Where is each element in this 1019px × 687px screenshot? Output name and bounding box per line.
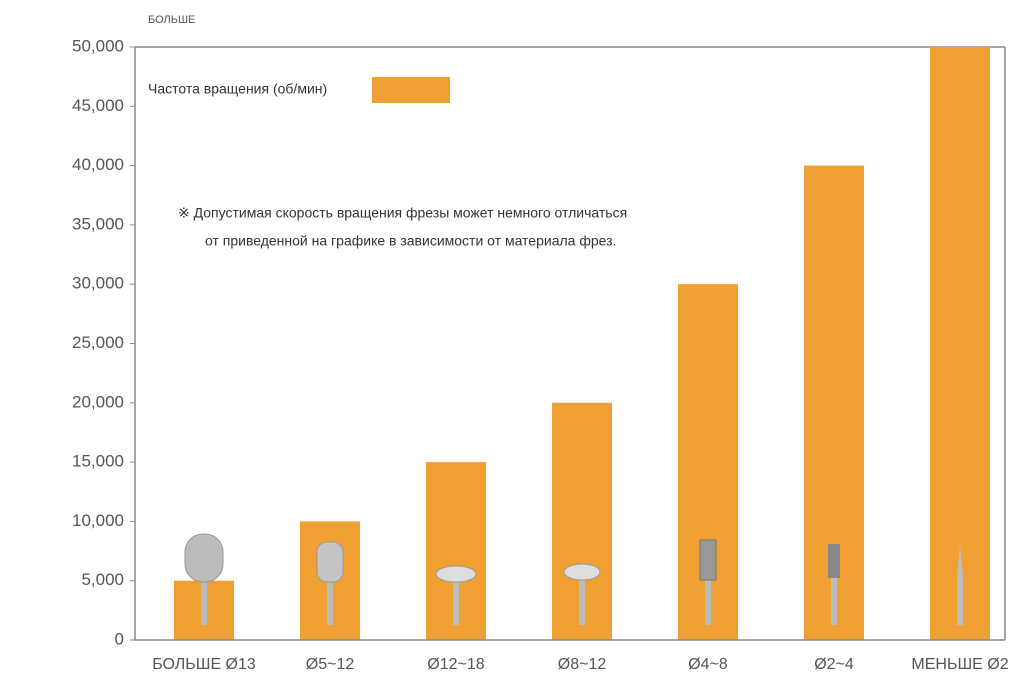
y-tick-label: 30,000 bbox=[72, 274, 124, 293]
y-axis-label: БОЛЬШЕ bbox=[148, 14, 195, 26]
legend-label: Частота вращения (об/мин) bbox=[148, 81, 327, 97]
y-tick-label: 40,000 bbox=[72, 155, 124, 174]
y-tick-label: 10,000 bbox=[72, 511, 124, 530]
y-tick-label: 50,000 bbox=[72, 36, 124, 55]
tool-head bbox=[699, 539, 717, 581]
tool-shank bbox=[453, 578, 459, 625]
annotation-line: ※ Допустимая скорость вращения фрезы мож… bbox=[178, 205, 627, 221]
x-tick-label: Ø4~8 bbox=[688, 656, 728, 673]
tool-head bbox=[435, 565, 477, 583]
y-tick-label: 20,000 bbox=[72, 392, 124, 411]
tool-head bbox=[316, 541, 344, 583]
annotation-line: от приведенной на графике в зависимости … bbox=[205, 233, 616, 249]
legend-swatch bbox=[372, 77, 450, 103]
y-tick-label: 25,000 bbox=[72, 333, 124, 352]
tool-head bbox=[828, 544, 840, 578]
y-tick-label: 35,000 bbox=[72, 214, 124, 233]
tool-shank bbox=[831, 578, 837, 625]
tool-icons bbox=[184, 533, 963, 625]
tool-head bbox=[184, 533, 224, 583]
y-tick-label: 5,000 bbox=[81, 570, 124, 589]
tool-shank bbox=[705, 578, 711, 625]
tool-head bbox=[563, 563, 601, 581]
x-tick-label: МЕНЬШЕ Ø2 bbox=[911, 656, 1008, 673]
tool-head bbox=[957, 545, 963, 625]
x-tick-label: БОЛЬШЕ Ø13 bbox=[152, 656, 256, 673]
tool-shank bbox=[201, 580, 207, 625]
bar bbox=[930, 47, 990, 640]
bars bbox=[174, 47, 990, 640]
tool-shank bbox=[579, 578, 585, 625]
x-tick-label: Ø2~4 bbox=[814, 656, 854, 673]
x-tick-label: Ø12~18 bbox=[427, 656, 484, 673]
y-tick-label: 0 bbox=[115, 629, 124, 648]
x-tick-label: Ø8~12 bbox=[558, 656, 607, 673]
x-tick-label: Ø5~12 bbox=[306, 656, 355, 673]
tool-shank bbox=[327, 580, 333, 625]
y-tick-label: 45,000 bbox=[72, 96, 124, 115]
y-tick-label: 15,000 bbox=[72, 452, 124, 471]
